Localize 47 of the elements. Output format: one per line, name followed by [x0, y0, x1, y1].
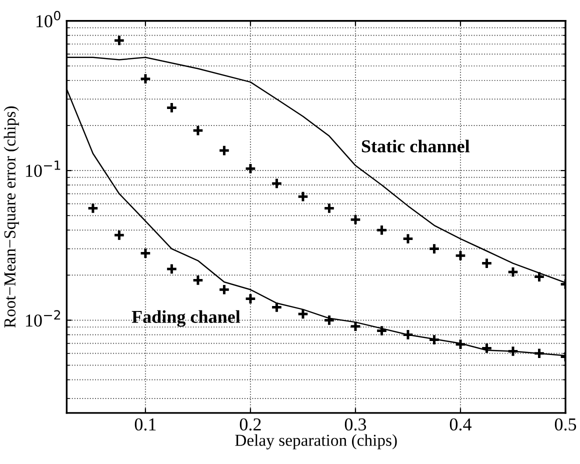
point: [297, 308, 309, 320]
point: [533, 347, 546, 360]
point: [402, 232, 414, 245]
point: [350, 320, 362, 332]
point: [140, 247, 152, 260]
point: [507, 266, 519, 278]
point: [480, 257, 493, 270]
y-tick-label: 10$^{−1}$: [26, 160, 60, 177]
point: [376, 324, 388, 337]
point: [218, 144, 230, 156]
point: [323, 202, 336, 214]
x-tick-label: 0.3: [344, 418, 366, 431]
point: [454, 250, 466, 262]
x-tick-label: 0.1: [134, 418, 156, 431]
y-axis-title: Root−Mean−Square error (chips): [4, 106, 19, 328]
point: [218, 284, 230, 296]
point: [244, 162, 256, 175]
x-tick-label: 0.2: [240, 418, 261, 431]
annotation: Static channel: [362, 140, 470, 152]
point: [376, 224, 388, 236]
y-tick-label: 10$^{0}$: [36, 10, 60, 28]
point: [270, 178, 283, 190]
point: [533, 270, 546, 283]
point: [166, 263, 178, 275]
point: [323, 314, 336, 326]
annotation: Fading chanel: [132, 310, 240, 327]
y-tick-label: 10$^{−2}$: [26, 310, 60, 327]
point: [270, 301, 283, 314]
point: [350, 214, 362, 226]
point: [507, 345, 519, 358]
point: [166, 102, 178, 114]
point: [140, 72, 152, 85]
point: [454, 338, 466, 350]
point: [402, 328, 414, 341]
point: [297, 190, 309, 202]
x-tick-label: 0.5: [554, 418, 576, 431]
x-axis-title: Delay separation (chips): [235, 434, 397, 450]
point: [428, 242, 440, 255]
point: [113, 34, 126, 46]
point: [244, 292, 256, 305]
point: [480, 342, 493, 354]
point: [428, 334, 440, 346]
point: [87, 202, 99, 214]
point: [192, 274, 204, 286]
point: [192, 124, 204, 136]
point: [113, 229, 126, 242]
x-tick-label: 0.4: [450, 418, 472, 431]
